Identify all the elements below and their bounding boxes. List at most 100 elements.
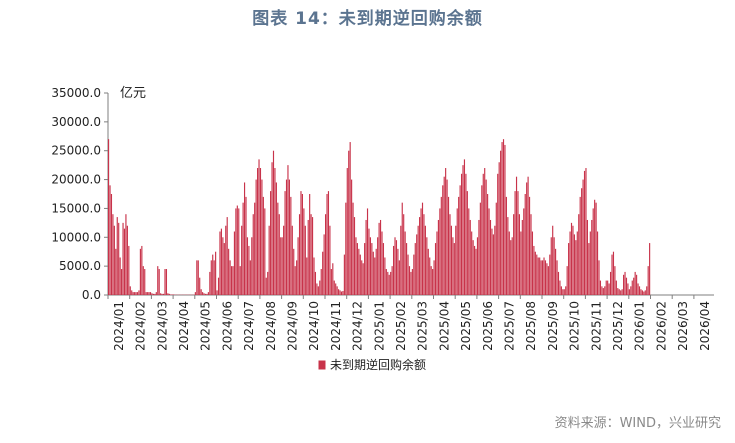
chart-bar — [523, 208, 525, 295]
chart-bar — [165, 269, 168, 295]
chart-bar — [471, 231, 473, 295]
chart-bar — [126, 225, 128, 295]
x-tick-label: 2025/03 — [416, 301, 430, 351]
chart-bar — [230, 266, 233, 295]
chart-bars — [108, 139, 651, 295]
chart-bar — [353, 217, 356, 295]
chart-bar — [131, 290, 133, 295]
chart-bar — [397, 248, 399, 295]
x-tick-label: 2025/01 — [372, 301, 386, 351]
chart-bar — [375, 248, 377, 295]
chart-bar — [134, 292, 136, 295]
chart-bar — [296, 260, 298, 295]
chart-bar — [417, 225, 419, 295]
chart-bar — [501, 142, 503, 295]
chart-bar — [220, 228, 222, 295]
chart-bar — [575, 240, 577, 295]
chart-bar — [327, 191, 330, 295]
chart-bar — [362, 263, 364, 295]
chart-bar — [505, 196, 507, 295]
chart-bar — [609, 271, 612, 295]
y-tick-label: 25000.0 — [51, 144, 101, 158]
chart-labels: 0.0 5000.0 10000.0 15000.0 20000.0 25000.0 300… — [51, 86, 711, 351]
chart-bar — [410, 271, 412, 295]
chart-bar — [455, 225, 457, 295]
chart-bar — [212, 254, 214, 295]
chart-bar — [135, 292, 137, 295]
chart-bar — [618, 289, 620, 295]
chart-bar — [513, 214, 515, 295]
chart-bar — [245, 196, 247, 295]
chart-bar — [573, 234, 575, 295]
chart-bar — [379, 219, 382, 295]
chart-bar — [594, 199, 596, 295]
chart-bar — [129, 286, 131, 295]
chart-bar — [333, 280, 335, 295]
chart-bar — [419, 217, 421, 295]
chart-bar — [562, 289, 564, 295]
chart-bar — [487, 194, 489, 295]
chart-bar — [329, 225, 331, 295]
chart-bar — [485, 179, 487, 295]
chart-bar — [313, 257, 315, 295]
chart-bar — [568, 243, 570, 295]
chart-bar — [128, 245, 130, 295]
chart-bar — [437, 219, 439, 295]
x-tick-label: 2025/09 — [546, 301, 560, 351]
chart-bar — [238, 208, 240, 295]
chart-bar — [115, 248, 117, 295]
chart-bar — [371, 243, 373, 295]
chart-bar — [167, 293, 169, 295]
chart-bar — [491, 228, 493, 295]
chart-bar — [430, 266, 432, 295]
chart-bar — [495, 202, 497, 295]
chart-bar — [442, 185, 444, 295]
chart-bar — [162, 293, 165, 295]
x-tick-label: 2024/06 — [220, 301, 234, 351]
chart-bar — [465, 173, 467, 295]
chart-bar — [173, 294, 175, 295]
chart-bar — [592, 208, 594, 295]
chart-bar — [401, 202, 403, 295]
x-tick-label: 2025/12 — [611, 301, 625, 351]
chart-bar — [171, 294, 173, 295]
chart-bar — [110, 194, 113, 295]
chart-bar — [261, 179, 263, 295]
chart-bar — [432, 269, 434, 295]
chart-bar — [566, 266, 568, 295]
x-tick-label: 2024/10 — [307, 301, 321, 351]
chart-bar — [149, 292, 152, 295]
chart-bar — [252, 214, 254, 295]
chart-bar — [304, 225, 306, 295]
chart-bar — [147, 292, 149, 295]
chart-bar — [359, 254, 361, 295]
chart-bar — [300, 191, 302, 295]
chart-bar — [565, 286, 567, 295]
chart-bar — [293, 248, 295, 295]
chart-bar — [478, 219, 480, 295]
chart-bar — [555, 248, 557, 295]
chart-bar — [387, 271, 389, 295]
chart-bar — [557, 271, 560, 295]
chart-bar — [563, 289, 565, 295]
chart-bar — [351, 179, 353, 295]
chart-bar — [547, 266, 549, 295]
chart-bar — [436, 231, 438, 295]
chart-bar — [267, 271, 269, 295]
chart-bar — [317, 286, 319, 295]
x-tick-label: 2024/03 — [155, 301, 169, 351]
chart-bar — [206, 293, 208, 295]
x-tick-label: 2025/04 — [437, 301, 451, 351]
chart-bar — [144, 269, 146, 295]
chart-bar — [385, 269, 387, 295]
chart-bar — [229, 260, 231, 295]
chart-bar — [398, 260, 400, 295]
chart-bar — [287, 165, 289, 295]
chart-bar — [316, 283, 318, 295]
chart-bar — [139, 248, 141, 295]
chart-bar — [550, 237, 552, 295]
chart-bar — [368, 228, 370, 295]
chart-bar — [453, 243, 455, 295]
chart-bar — [381, 231, 383, 295]
chart-bar — [320, 269, 322, 295]
